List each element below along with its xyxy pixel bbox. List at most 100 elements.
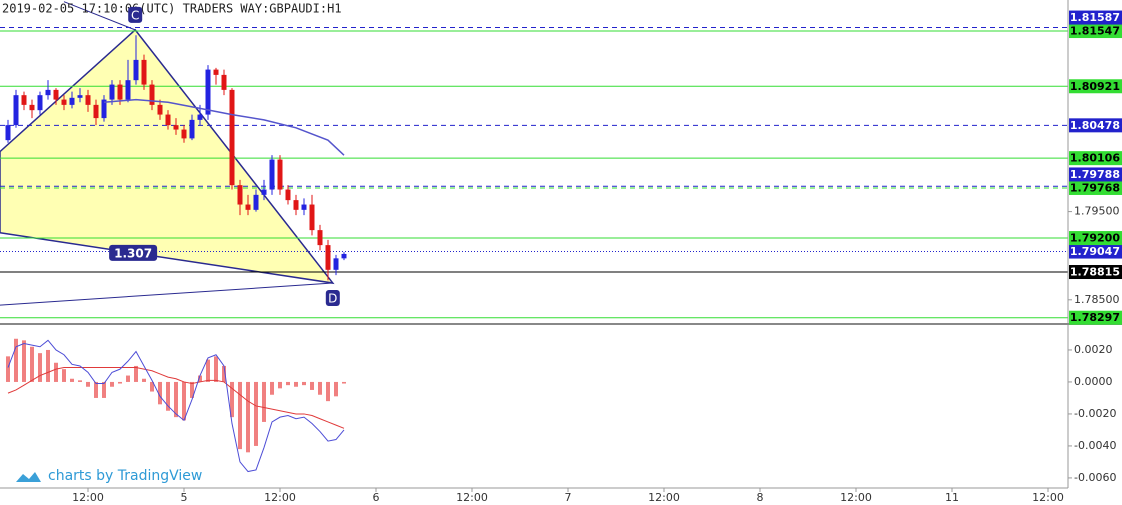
candle-body [21, 95, 27, 105]
histogram-bar [190, 381, 194, 398]
price-label: 1.79200 [1070, 232, 1120, 245]
candle-body [285, 189, 291, 201]
histogram-bar [246, 381, 250, 453]
candle-body [333, 258, 339, 270]
price-label: 1.81547 [1070, 25, 1120, 38]
watermark-logo [16, 472, 41, 482]
histogram-bar [206, 359, 210, 382]
candle-body [13, 95, 19, 126]
price-pane [0, 1, 1068, 319]
histogram-bar [118, 381, 122, 384]
price-label: 1.81587 [1070, 11, 1120, 24]
histogram-bar [158, 381, 162, 405]
histogram-bar [46, 349, 50, 382]
histogram-bar [318, 381, 322, 395]
histogram-bar [134, 365, 138, 382]
price-label: 1.78297 [1070, 311, 1120, 324]
histogram-bar [326, 381, 330, 402]
candle-body [189, 119, 195, 139]
histogram-bar [142, 378, 146, 382]
histogram-bar [14, 338, 18, 382]
pattern-ratio-badge [109, 244, 158, 261]
pattern-point-badge [325, 290, 340, 307]
candle-body [301, 204, 307, 210]
candle-body [229, 89, 235, 186]
x-tick-label: 12:00 [264, 491, 296, 504]
watermark-text: charts by TradingView [48, 468, 202, 484]
candle-body [261, 189, 267, 195]
pattern-point-label: C [131, 8, 139, 22]
pattern-ratio: 1.307 [114, 246, 152, 260]
histogram-bar [262, 381, 266, 422]
x-tick-label: 12:00 [456, 491, 488, 504]
x-tick-label: 7 [565, 491, 572, 504]
histogram-bar [270, 381, 274, 395]
x-tick-label: 11 [945, 491, 959, 504]
candle-body [101, 99, 107, 119]
candle-body [125, 80, 131, 100]
price-label-box [1069, 180, 1122, 195]
candle-body [109, 84, 115, 100]
price-label-box [1069, 79, 1122, 94]
candle-body [253, 194, 259, 210]
histogram-bar [22, 340, 26, 382]
histogram-bar [110, 381, 114, 387]
pattern-line [63, 1, 136, 31]
candle-body [77, 95, 83, 98]
histogram-bar [294, 381, 298, 387]
histogram-bar [78, 380, 82, 382]
histogram-bar [62, 369, 66, 382]
histogram-bar [102, 381, 106, 398]
price-label-box [1069, 167, 1122, 182]
candle-body [277, 159, 283, 190]
histogram-bar [86, 381, 90, 387]
histogram-bar [302, 381, 306, 386]
chart-title: 2019-02-05 17:10:06(UTC) TRADERS WAY:GBP… [2, 2, 342, 16]
candle-body [181, 129, 187, 139]
indicator-y-tick-label: 0.0020 [1074, 343, 1113, 356]
x-tick-label: 12:00 [648, 491, 680, 504]
indicator-y-tick-label: -0.0020 [1074, 407, 1116, 420]
histogram-bar [150, 381, 154, 392]
histogram-bar [6, 356, 10, 382]
histogram-bar [30, 346, 34, 382]
histogram-bar [38, 353, 42, 382]
histogram-bar [54, 362, 58, 382]
histogram-bar [222, 365, 226, 382]
candle-body [269, 159, 275, 190]
pattern-line [0, 282, 333, 306]
histogram-bar [334, 381, 338, 397]
histogram-bar [174, 381, 178, 418]
candle-body [69, 97, 75, 105]
candle-body [213, 69, 219, 75]
histogram-bar [70, 378, 74, 382]
moving-average [103, 98, 345, 156]
price-label-box [1069, 231, 1122, 246]
price-label: 1.80478 [1070, 119, 1120, 132]
price-label: 1.78815 [1070, 266, 1120, 279]
candle-body [341, 253, 347, 259]
y-tick-label: 1.78500 [1074, 293, 1120, 306]
pattern-point-label: D [328, 292, 337, 306]
indicator-y-tick-label: 0.0000 [1074, 375, 1113, 388]
candle-body [61, 99, 67, 105]
histogram-bar [166, 381, 170, 411]
histogram-bar [278, 381, 282, 389]
x-tick-label: 12:00 [840, 491, 872, 504]
candle-body [85, 95, 91, 105]
candle-body [37, 95, 43, 111]
histogram-bar [310, 381, 314, 390]
price-label: 1.80921 [1070, 80, 1120, 93]
indicator-y-tick-label: -0.0060 [1074, 471, 1116, 484]
histogram-bar [230, 381, 234, 418]
watermark: charts by TradingView [16, 468, 202, 484]
price-label: 1.79788 [1070, 168, 1120, 181]
indicator-pane [6, 338, 346, 473]
candle-body [325, 245, 331, 270]
macd-line [7, 339, 345, 473]
x-tick-label: 12:00 [1032, 491, 1064, 504]
x-tick-label: 6 [373, 491, 380, 504]
y-tick-label: 1.79500 [1074, 205, 1120, 218]
